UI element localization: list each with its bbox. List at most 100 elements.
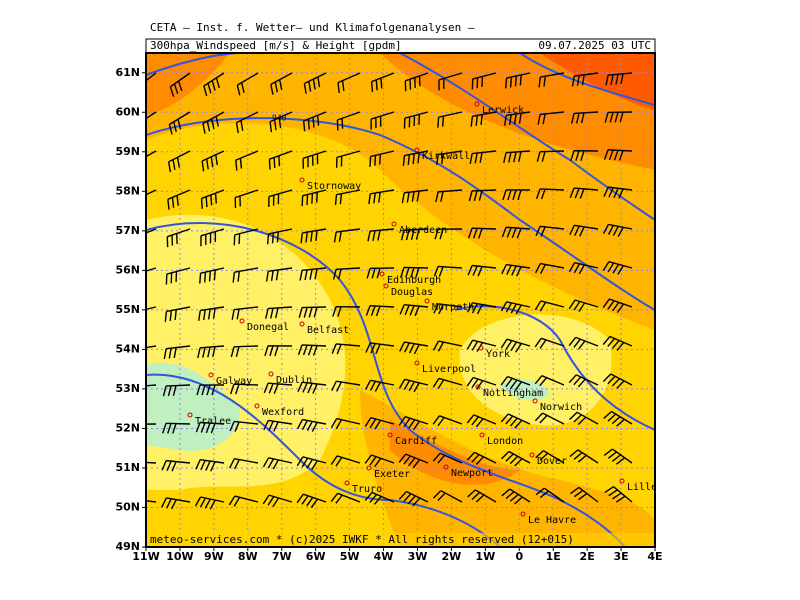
lat-label: 60N	[115, 105, 140, 118]
city-label: Lerwick	[482, 105, 524, 116]
wind-barb	[432, 452, 463, 464]
city-marker	[424, 298, 430, 304]
wind-barb	[466, 451, 497, 465]
lon-label: 7W	[272, 550, 292, 563]
wind-barb	[229, 383, 259, 395]
wind-barb	[228, 495, 259, 507]
wind-barb	[570, 486, 599, 503]
wind-barb	[365, 304, 395, 317]
city-label: Morpeth	[432, 302, 474, 313]
wind-barb	[501, 226, 531, 239]
city-label: Newport	[451, 468, 493, 479]
wind-barb	[602, 223, 633, 237]
wind-barb	[146, 228, 157, 234]
city-marker	[478, 345, 484, 351]
speed-band	[380, 53, 655, 170]
wind-barb	[146, 461, 157, 464]
lon-label: 10W	[166, 550, 193, 563]
city-marker	[414, 360, 420, 366]
wind-barb	[603, 410, 633, 427]
wind-barb	[402, 150, 429, 166]
wind-barb	[534, 412, 565, 425]
city-marker	[619, 478, 625, 484]
wind-barb	[399, 341, 429, 355]
institute: CETA – Inst. f. Wetter– und Klimafolgena…	[150, 21, 475, 34]
wind-barb	[569, 187, 599, 199]
wind-barb	[229, 420, 259, 432]
wind-barb	[535, 188, 565, 200]
wind-barb	[200, 228, 225, 247]
wind-barb	[299, 267, 327, 281]
wind-barb	[231, 306, 259, 320]
wind-barb	[500, 301, 531, 315]
wind-barb	[368, 189, 395, 205]
wind-barb	[400, 266, 429, 278]
lon-label: 0	[515, 550, 523, 563]
wind-barb	[468, 189, 497, 202]
wind-barb	[333, 228, 361, 243]
lon-label: 2W	[442, 550, 462, 563]
wind-barb	[602, 373, 633, 389]
lat-label: 51N	[115, 461, 140, 474]
wind-barb	[604, 111, 633, 123]
wind-barb	[534, 375, 565, 387]
wind-barb	[603, 186, 633, 199]
city-marker	[187, 412, 193, 418]
contour	[399, 53, 655, 221]
wind-barb	[198, 306, 225, 321]
city-label: Cardiff	[395, 436, 437, 447]
wind-barb	[603, 149, 633, 161]
city-label: Le Havre	[528, 515, 576, 526]
wind-barb	[365, 342, 395, 355]
wind-barb	[602, 335, 633, 351]
wind-barb	[265, 306, 293, 319]
city-label: York	[486, 349, 510, 360]
wind-barb	[503, 150, 531, 163]
lon-label: 4E	[647, 550, 662, 563]
wind-barb	[234, 189, 259, 208]
wind-barb	[536, 150, 565, 162]
wind-barb	[400, 228, 429, 241]
wind-barb	[534, 337, 565, 349]
wind-barb	[235, 150, 259, 171]
city-label: Douglas	[391, 287, 433, 298]
wind-barb	[298, 306, 327, 318]
wind-barb	[501, 263, 531, 277]
wind-barb	[466, 414, 497, 428]
lon-label: 1E	[546, 550, 561, 563]
wind-barb	[335, 150, 361, 168]
wind-barb	[296, 456, 327, 470]
city-marker	[391, 221, 397, 227]
wind-barb	[370, 72, 395, 93]
wind-barb	[268, 189, 293, 208]
wind-barb	[470, 111, 497, 127]
map-frame	[145, 52, 656, 548]
wind-barb	[569, 411, 599, 425]
city-label: Kirkwall	[422, 151, 470, 162]
city-marker	[443, 464, 449, 470]
wind-barb	[268, 150, 293, 170]
city-marker	[208, 372, 214, 378]
wind-barb	[195, 458, 225, 472]
wind-barb	[604, 486, 633, 503]
wind-barb	[432, 340, 463, 352]
wind-barb	[501, 488, 531, 505]
wind-barb	[201, 150, 225, 172]
wind-barb	[269, 111, 293, 133]
lat-label: 55N	[115, 303, 140, 316]
wind-barb	[146, 111, 157, 120]
city-marker	[344, 480, 350, 486]
wind-barb	[146, 423, 157, 425]
speed-band	[390, 420, 520, 485]
wind-barb	[332, 267, 361, 280]
wind-barb	[236, 72, 259, 96]
wind-barb	[232, 267, 259, 283]
map-area: 940 LerwickKirkwallStornowayAberdeenEdin…	[146, 53, 655, 547]
city-label: London	[487, 436, 523, 447]
wind-barb	[369, 150, 395, 167]
city-marker	[520, 511, 526, 517]
wind-barb	[568, 299, 599, 313]
wind-barb	[167, 150, 191, 173]
wind-barb	[570, 111, 599, 124]
wind-barb	[568, 374, 599, 388]
